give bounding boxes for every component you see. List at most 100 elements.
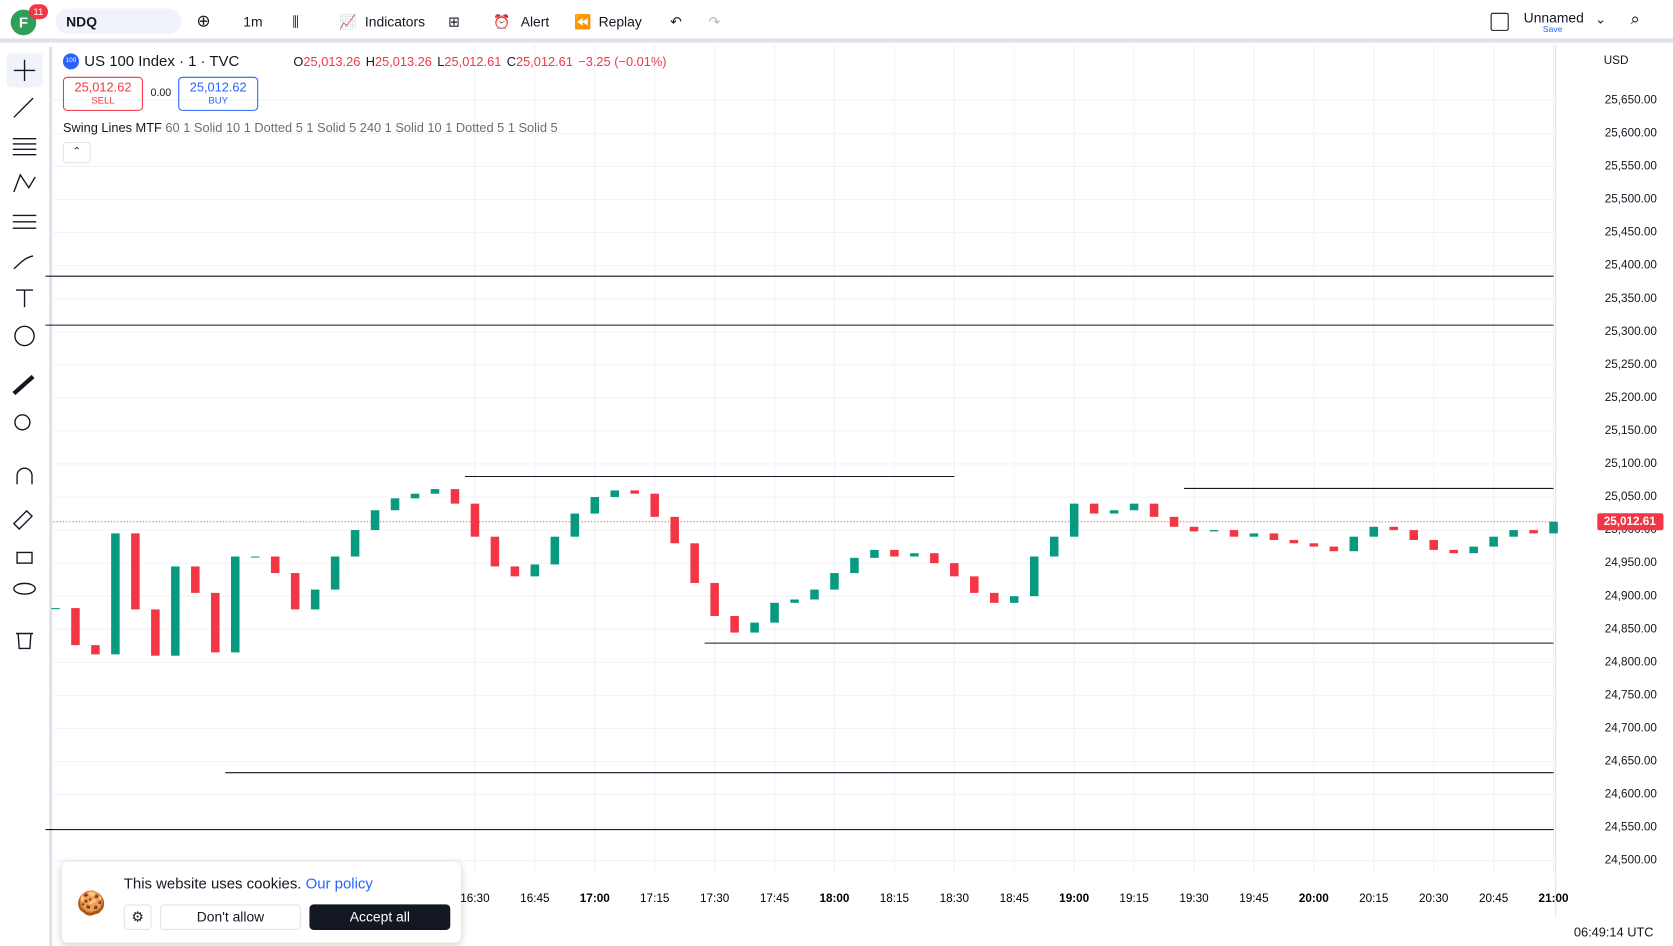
- ohlc: O25,013.26 H25,013.26 L25,012.61 C25,012.61…: [293, 54, 666, 69]
- y-tick-label: 25,600.00: [1605, 126, 1658, 139]
- layout-icon[interactable]: [1490, 12, 1509, 31]
- candle: [1469, 546, 1478, 554]
- candle: [890, 549, 899, 557]
- symbol-search[interactable]: [55, 8, 182, 35]
- candle: [1509, 530, 1518, 537]
- candle: [830, 573, 839, 590]
- symbol-logo: 100: [62, 53, 79, 70]
- candle: [1129, 503, 1139, 511]
- redo[interactable]: ↷: [708, 13, 721, 30]
- x-tick-label: 19:00: [1059, 892, 1089, 905]
- x-tick-label: 21:00: [1539, 892, 1569, 905]
- y-tick-label: 25,200.00: [1605, 391, 1658, 404]
- candle: [230, 556, 240, 653]
- top-bar: [0, 0, 1673, 43]
- legend-title[interactable]: US 100 Index · 1 · TVC: [84, 52, 240, 70]
- indicators-icon[interactable]: 📈: [339, 13, 357, 30]
- x-tick-label: 17:15: [640, 892, 670, 905]
- ohlc-label: H: [365, 54, 375, 70]
- layout-name[interactable]: Unnamed: [1523, 9, 1584, 26]
- cookie-deny[interactable]: Don't allow: [160, 904, 301, 930]
- zoom-tool[interactable]: [14, 414, 31, 431]
- collapse-legend[interactable]: ⌃: [62, 141, 91, 164]
- symbol[interactable]: NDQ: [66, 13, 97, 30]
- visibility-tool[interactable]: [13, 582, 36, 595]
- candle: [370, 510, 380, 531]
- delete-tool[interactable]: [16, 632, 34, 650]
- ohlc-label: L: [437, 54, 445, 70]
- replay-icon[interactable]: ⏪: [574, 13, 592, 30]
- ohlc-label: C: [506, 54, 516, 70]
- indicators[interactable]: Indicators: [364, 13, 426, 30]
- x-tick-label: 17:30: [700, 892, 730, 905]
- replay[interactable]: Replay: [598, 13, 642, 30]
- magnet-tool[interactable]: [16, 467, 33, 485]
- alert-icon[interactable]: ⏰: [492, 13, 511, 30]
- layout-menu[interactable]: ⌄: [1595, 11, 1606, 27]
- y-tick-label: 24,800.00: [1605, 655, 1658, 668]
- cookie-settings[interactable]: ⚙: [123, 904, 152, 930]
- candle: [770, 602, 779, 623]
- candle: [1429, 539, 1438, 550]
- undo[interactable]: ↶: [670, 13, 682, 30]
- candle: [1009, 596, 1019, 603]
- candle: [950, 563, 959, 577]
- save[interactable]: Save: [1542, 24, 1563, 35]
- crosshair-tool[interactable]: [6, 53, 43, 88]
- lock-tool[interactable]: [16, 551, 33, 564]
- ohlc-label: O: [293, 54, 304, 70]
- candle: [250, 556, 260, 558]
- candle: [1309, 543, 1319, 547]
- add-symbol[interactable]: ⊕: [196, 12, 211, 31]
- candle: [670, 516, 679, 544]
- fib-tool[interactable]: [12, 137, 37, 156]
- emoji-tool[interactable]: [14, 325, 35, 347]
- y-tick-label: 25,150.00: [1605, 424, 1658, 437]
- change: −3.25 (−0.01%): [578, 54, 667, 70]
- forecast-tool[interactable]: [12, 214, 37, 229]
- cookie-policy[interactable]: Our policy: [305, 874, 373, 892]
- sell-button[interactable]: 25,012.62 SELL: [62, 76, 143, 111]
- quick-search[interactable]: ⌕: [1630, 10, 1640, 29]
- y-tick-label: 25,250.00: [1605, 358, 1658, 371]
- y-tick-label: 25,650.00: [1605, 93, 1658, 106]
- candle: [570, 513, 580, 537]
- candle: [1069, 503, 1079, 537]
- chart-type[interactable]: ⫼: [292, 13, 299, 30]
- candle: [870, 549, 879, 558]
- templates[interactable]: ⊞: [448, 13, 460, 30]
- candle: [730, 616, 739, 633]
- candle: [710, 582, 719, 617]
- candle: [1489, 536, 1498, 547]
- spread: 0.00: [150, 87, 172, 100]
- cookie-accept[interactable]: Accept all: [309, 904, 451, 930]
- candle: [970, 576, 979, 593]
- pattern-tool[interactable]: [13, 173, 36, 193]
- text-tool[interactable]: [16, 289, 34, 308]
- candle: [530, 564, 540, 577]
- interval[interactable]: 1m: [243, 13, 263, 30]
- candle: [410, 493, 420, 499]
- buy-button[interactable]: 25,012.62 BUY: [178, 76, 259, 111]
- indicator-legend[interactable]: Swing Lines MTF 60 1 Solid 10 1 Dotted 5…: [63, 121, 558, 136]
- currency[interactable]: USD: [1603, 54, 1629, 68]
- candle: [1289, 539, 1299, 544]
- trendline-tool[interactable]: [13, 97, 34, 118]
- y-tick-label: 25,350.00: [1605, 292, 1658, 305]
- candle: [191, 566, 200, 593]
- candle: [1249, 533, 1259, 537]
- y-tick-label: 25,100.00: [1605, 457, 1658, 470]
- y-tick-label: 25,400.00: [1605, 259, 1658, 272]
- lock-drawings[interactable]: [12, 509, 33, 530]
- measure-tool[interactable]: [12, 374, 35, 396]
- brush-tool[interactable]: [13, 255, 34, 270]
- candle: [810, 589, 819, 600]
- alert[interactable]: Alert: [520, 13, 550, 30]
- candle: [131, 533, 140, 610]
- x-tick-label: 20:00: [1299, 892, 1329, 905]
- candle: [390, 498, 400, 511]
- candle: [750, 622, 759, 633]
- cookie-text: This website uses cookies.: [123, 874, 302, 892]
- candle: [111, 533, 120, 655]
- candle: [310, 589, 320, 610]
